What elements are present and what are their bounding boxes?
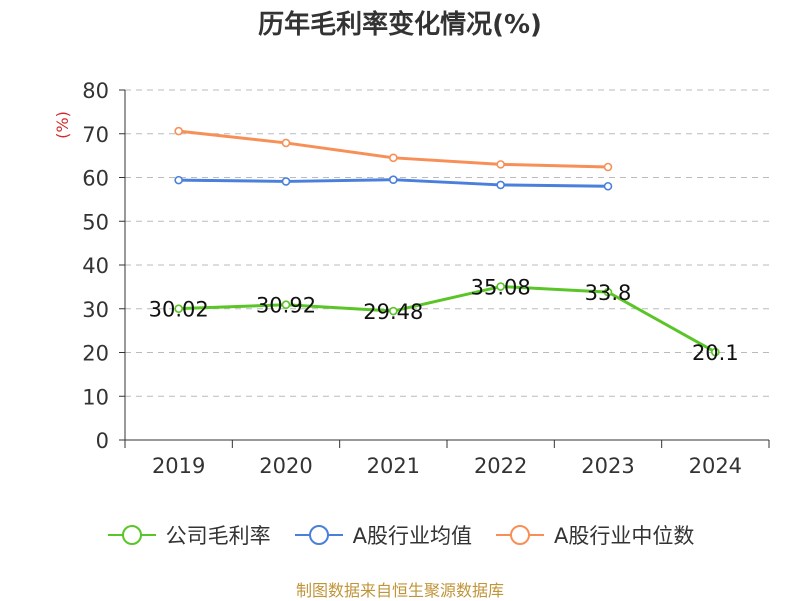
legend-label: A股行业均值 bbox=[352, 524, 472, 548]
data-label: 30.92 bbox=[256, 294, 316, 318]
data-point bbox=[496, 160, 505, 169]
legend-label: 公司毛利率 bbox=[165, 524, 271, 548]
legend: 公司毛利率 A股行业均值 A股行业中位数 bbox=[0, 520, 800, 550]
y-tick-label: 0 bbox=[96, 429, 109, 453]
data-point bbox=[389, 306, 398, 316]
data-point bbox=[389, 153, 398, 163]
legend-marker-icon bbox=[496, 525, 544, 545]
y-tick-label: 10 bbox=[82, 385, 109, 409]
legend-item[interactable]: 公司毛利率 bbox=[106, 520, 271, 550]
data-point bbox=[603, 162, 613, 172]
series-line bbox=[178, 285, 717, 354]
y-axis-label: (%) bbox=[53, 111, 72, 139]
data-label: 29.48 bbox=[363, 300, 423, 324]
data-label: 20.1 bbox=[692, 341, 739, 365]
series-lines bbox=[174, 126, 720, 357]
data-labels: 30.02 30.92 29.48 35.08 33.8 20.1 bbox=[149, 276, 739, 366]
y-tick-label: 30 bbox=[82, 298, 109, 322]
data-point bbox=[603, 181, 613, 191]
data-point bbox=[496, 282, 505, 291]
data-point bbox=[603, 287, 613, 297]
y-tick-label: 60 bbox=[82, 167, 109, 191]
data-label: 33.8 bbox=[585, 281, 632, 305]
legend-item[interactable]: A股行业均值 bbox=[293, 520, 472, 550]
axes: 0 10 20 30 40 50 60 70 80 2019 2020 2021 2022 2023 202… bbox=[82, 79, 770, 478]
chart-title: 历年毛利率变化情况(%) bbox=[258, 10, 542, 40]
x-tick-label: 2020 bbox=[259, 454, 312, 478]
y-tick-label: 80 bbox=[82, 79, 109, 103]
data-point bbox=[281, 177, 291, 186]
data-point bbox=[174, 126, 183, 136]
legend-marker-icon bbox=[294, 525, 343, 545]
data-point bbox=[174, 175, 183, 185]
data-point bbox=[174, 304, 183, 313]
data-point bbox=[281, 300, 291, 310]
legend-marker-icon bbox=[107, 525, 156, 545]
y-tick-label: 70 bbox=[82, 123, 109, 147]
data-label: 35.08 bbox=[471, 276, 531, 300]
legend-item[interactable]: A股行业中位数 bbox=[494, 520, 694, 550]
gridlines bbox=[125, 89, 769, 397]
data-point bbox=[389, 175, 398, 184]
x-tick-label: 2022 bbox=[474, 454, 527, 478]
data-point bbox=[281, 138, 291, 148]
x-tick-label: 2019 bbox=[152, 454, 205, 478]
y-tick-label: 20 bbox=[82, 342, 109, 366]
data-label: 30.02 bbox=[149, 298, 209, 322]
data-point bbox=[496, 180, 505, 190]
y-tick-label: 40 bbox=[82, 254, 109, 278]
legend-label: A股行业中位数 bbox=[554, 524, 695, 548]
source-note: 制图数据来自恒生聚源数据库 bbox=[295, 581, 504, 600]
x-tick-label: 2024 bbox=[689, 454, 742, 478]
x-tick-label: 2021 bbox=[367, 454, 420, 478]
data-point bbox=[711, 347, 720, 357]
x-tick-label: 2023 bbox=[581, 454, 634, 478]
y-tick-label: 50 bbox=[82, 210, 109, 234]
